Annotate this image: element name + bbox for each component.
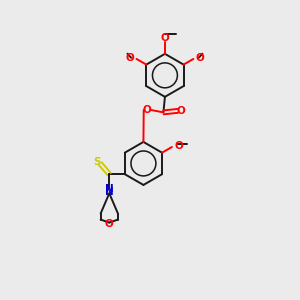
Text: S: S — [94, 157, 101, 167]
Text: O: O — [177, 106, 186, 116]
Text: N: N — [105, 184, 114, 194]
Text: O: O — [105, 219, 114, 229]
Text: O: O — [196, 53, 205, 63]
Text: O: O — [143, 105, 152, 115]
Text: O: O — [175, 141, 184, 152]
Text: N: N — [105, 187, 114, 196]
Text: O: O — [125, 53, 134, 63]
Text: O: O — [160, 33, 169, 43]
